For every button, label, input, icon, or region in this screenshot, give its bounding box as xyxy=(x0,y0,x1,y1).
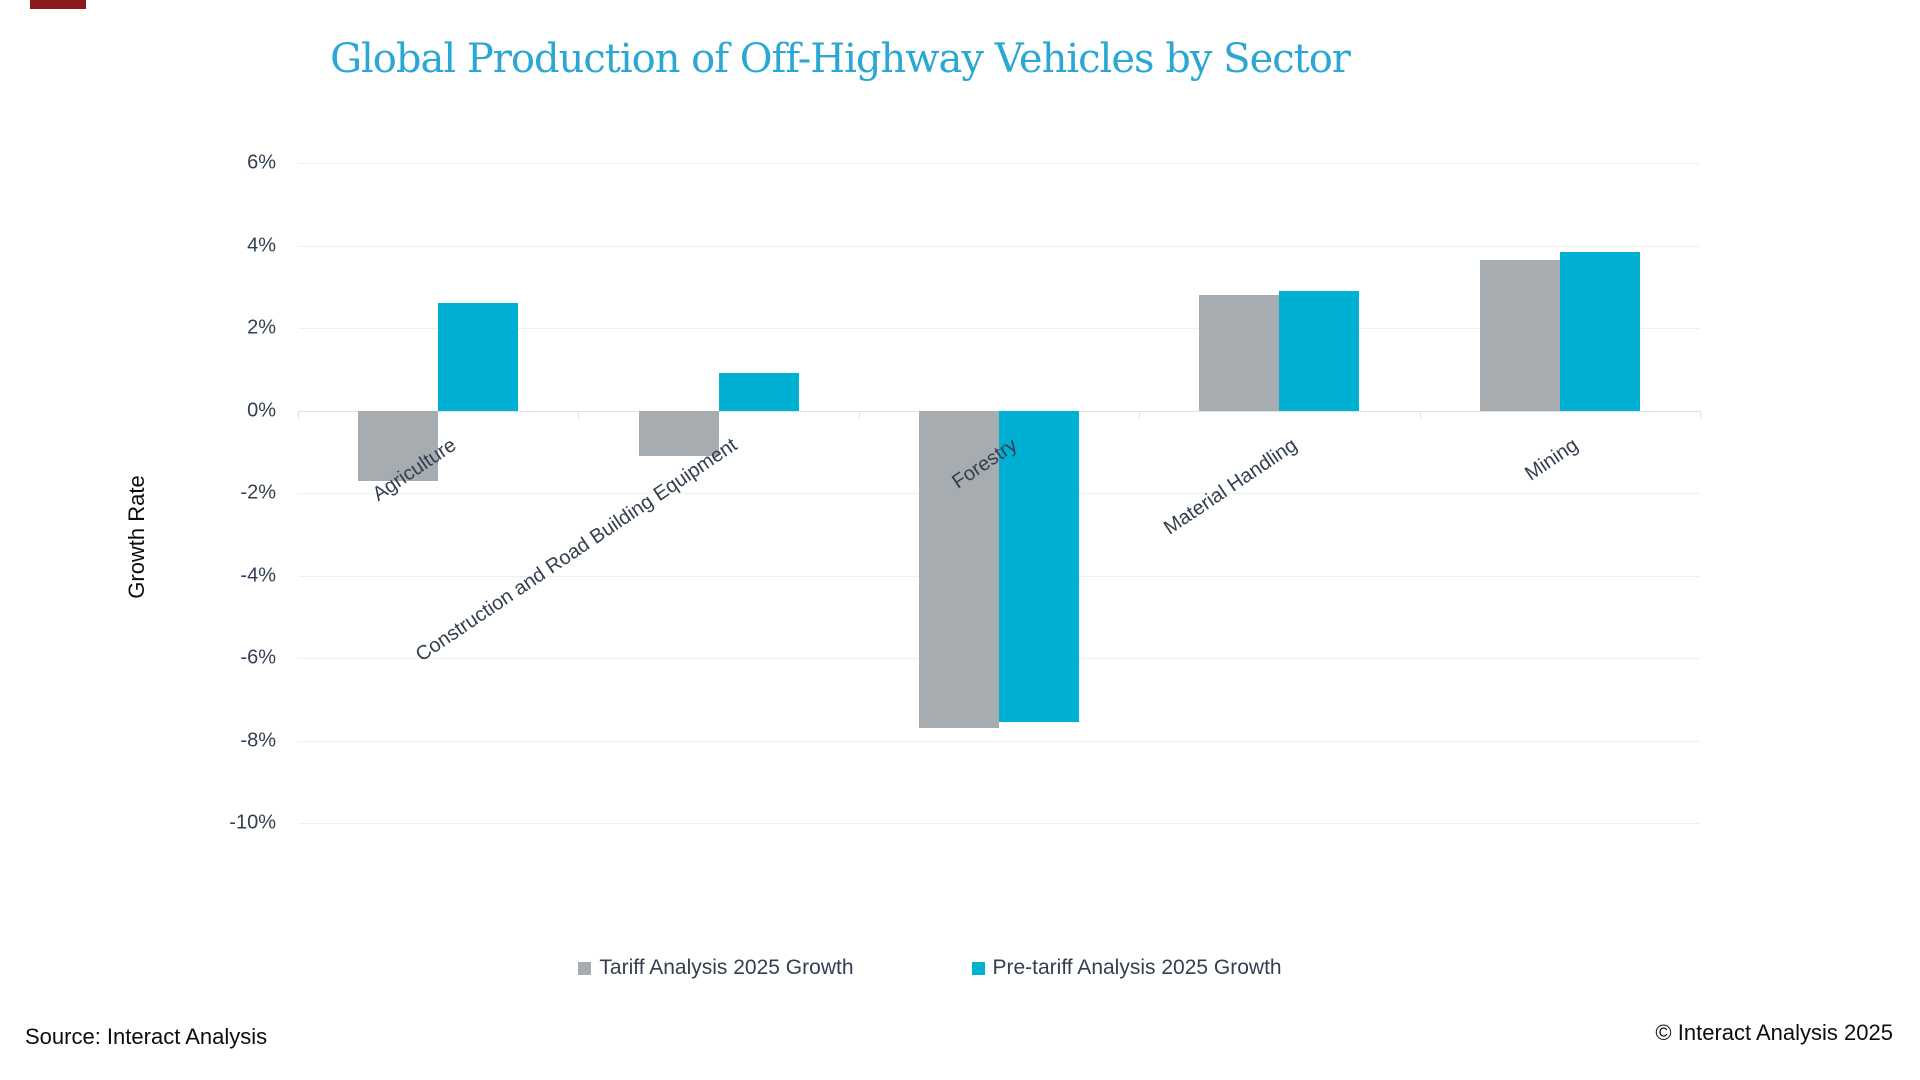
y-axis-tick-label: -8% xyxy=(240,729,276,751)
bar-forestry-tariff-analysis-2025-growth[interactable] xyxy=(919,410,999,729)
gridline xyxy=(298,245,1700,247)
legend-swatch-pre-tariff xyxy=(971,961,985,975)
x-axis-category-label: Construction and Road Building Equipment xyxy=(411,433,741,666)
legend-item-pre-tariff[interactable]: Pre-tariff Analysis 2025 Growth xyxy=(971,956,1282,980)
x-axis-tick xyxy=(578,410,580,419)
y-axis-tick-label: -10% xyxy=(229,811,276,834)
bar-construction-and-road-building-equipment-pre-tariff-analysis-2025-growth[interactable] xyxy=(718,373,799,411)
bar-material-handling-tariff-analysis-2025-growth[interactable] xyxy=(1199,295,1280,411)
x-axis-tick xyxy=(1419,410,1421,419)
y-axis-tick-label: 2% xyxy=(247,316,276,339)
brand-mark xyxy=(30,0,86,9)
copyright-text: © Interact Analysis 2025 xyxy=(1655,1020,1893,1045)
bar-mining-tariff-analysis-2025-growth[interactable] xyxy=(1479,259,1560,411)
x-axis-tick xyxy=(1139,410,1141,419)
gridline xyxy=(298,740,1700,742)
y-axis-tick-label: 4% xyxy=(247,234,276,256)
y-axis-tick-label: -4% xyxy=(240,564,276,586)
legend-label-pre-tariff: Pre-tariff Analysis 2025 Growth xyxy=(992,956,1282,979)
x-axis-tick xyxy=(298,410,299,419)
bar-agriculture-pre-tariff-analysis-2025-growth[interactable] xyxy=(438,303,519,411)
plot-area: 6% 4% 2% 0% -2% -4% -6% -8% -10% Agriculture Const… xyxy=(229,152,1701,834)
y-axis-tick-label: 0% xyxy=(247,399,276,421)
y-axis-tick-label: -6% xyxy=(240,646,276,669)
bar-construction-and-road-building-equipment-tariff-analysis-2025-growth[interactable] xyxy=(638,410,719,456)
y-axis-tick-label: 6% xyxy=(247,151,276,174)
y-axis-title: Growth Rate xyxy=(124,475,149,599)
x-axis-tick xyxy=(858,410,860,419)
source-text: Source: Interact Analysis xyxy=(25,1024,268,1049)
gridline xyxy=(298,163,1700,164)
x-axis-category-label: Material Handling xyxy=(1160,433,1302,539)
y-axis-tick-label: -2% xyxy=(240,481,276,504)
gridline xyxy=(298,823,1700,824)
bar-agriculture-tariff-analysis-2025-growth[interactable] xyxy=(358,410,439,481)
legend-label-tariff: Tariff Analysis 2025 Growth xyxy=(599,956,854,979)
bar-forestry-pre-tariff-analysis-2025-growth[interactable] xyxy=(999,410,1079,722)
gridline xyxy=(298,328,1700,329)
x-axis-category-label: Mining xyxy=(1520,433,1583,485)
legend: Tariff Analysis 2025 Growth Pre-tariff A… xyxy=(0,956,1860,980)
chart-title: Global Production of Off-Highway Vehicle… xyxy=(330,36,1351,82)
x-axis-tick xyxy=(1700,410,1701,419)
legend-item-tariff[interactable]: Tariff Analysis 2025 Growth xyxy=(578,956,854,980)
bar-material-handling-pre-tariff-analysis-2025-growth[interactable] xyxy=(1279,290,1360,411)
legend-swatch-tariff xyxy=(578,961,592,975)
bar-mining-pre-tariff-analysis-2025-growth[interactable] xyxy=(1559,251,1640,411)
